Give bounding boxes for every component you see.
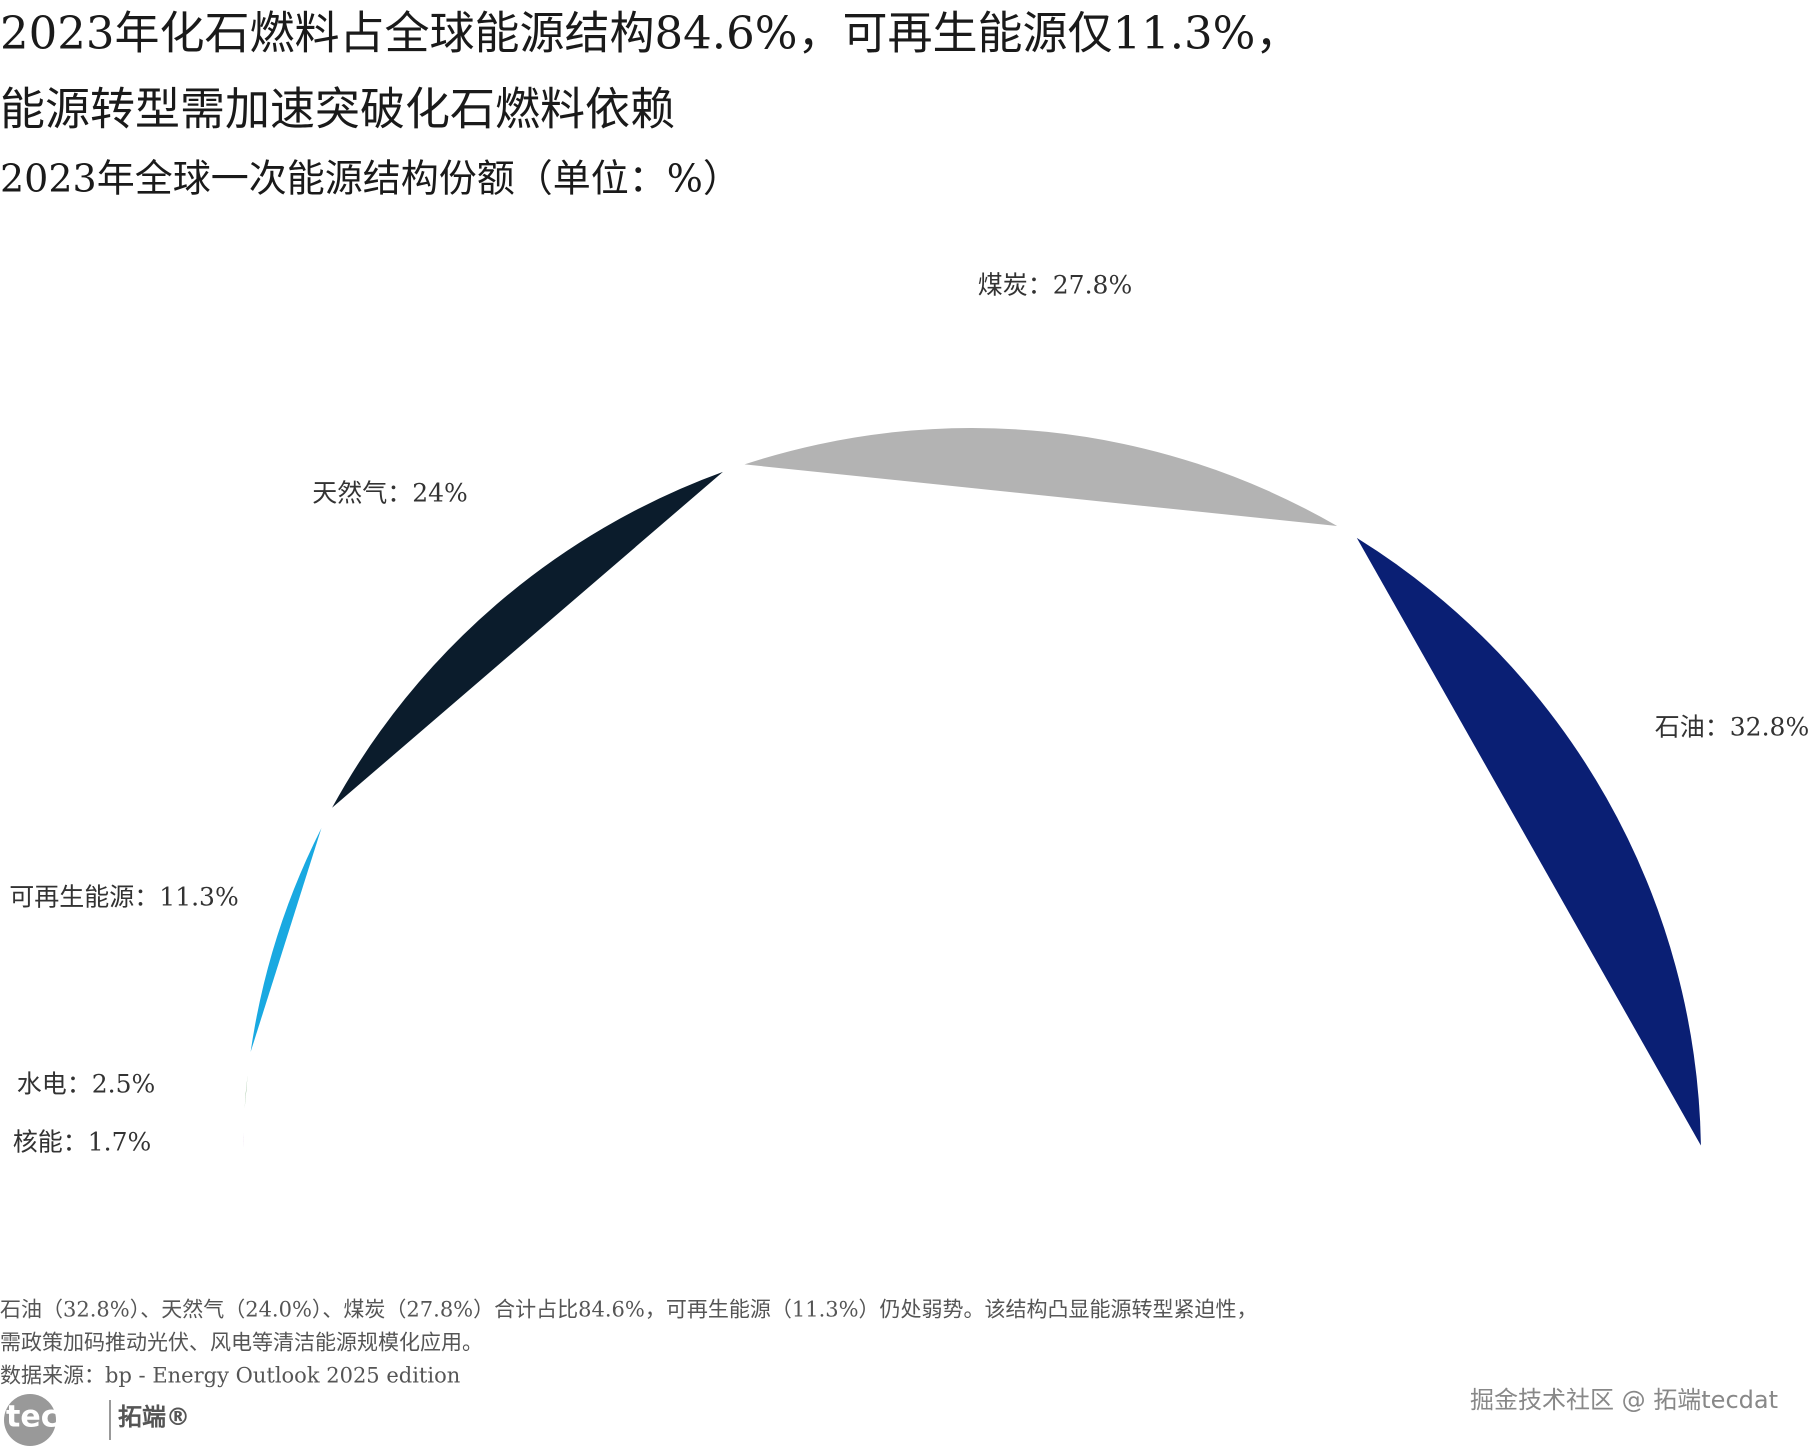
data-label: 煤炭：27.8%	[978, 271, 1132, 300]
note: 需政策加码推动光伏、风电等清洁能源规模化应用。	[0, 1331, 483, 1355]
watermark: 掘金技术社区 @ 拓端tecdat	[1470, 1386, 1778, 1414]
logo-text: 拓端®	[118, 1403, 190, 1431]
data-label: 核能：1.7%	[13, 1128, 152, 1157]
segment	[244, 1074, 248, 1109]
data-label: 天然气：24%	[312, 479, 468, 508]
segment	[250, 828, 322, 1053]
note: 石油（32.8%）、天然气（24.0%）、煤炭（27.8%）合计占比84.6%，…	[0, 1298, 1258, 1322]
data-label: 石油：32.8%	[1655, 713, 1809, 742]
data-label: 可再生能源：11.3%	[9, 883, 238, 912]
chart-subtitle: 2023年全球一次能源结构份额（单位：%）	[0, 157, 741, 201]
segment	[332, 471, 723, 808]
logo: tecdat 拓端®	[4, 1394, 190, 1446]
segment	[1356, 537, 1701, 1146]
data-label: 水电：2.5%	[17, 1070, 156, 1099]
source: 数据来源：bp - Energy Outlook 2025 edition	[0, 1364, 460, 1388]
chart-title: 能源转型需加速突破化石燃料依赖	[0, 83, 675, 136]
chart-title: 2023年化石燃料占全球能源结构84.6%，可再生能源仅11.3%，	[0, 7, 1300, 60]
logo-text: tecdat	[6, 1400, 115, 1435]
segment	[744, 428, 1338, 527]
logo-badge	[4, 1394, 56, 1446]
